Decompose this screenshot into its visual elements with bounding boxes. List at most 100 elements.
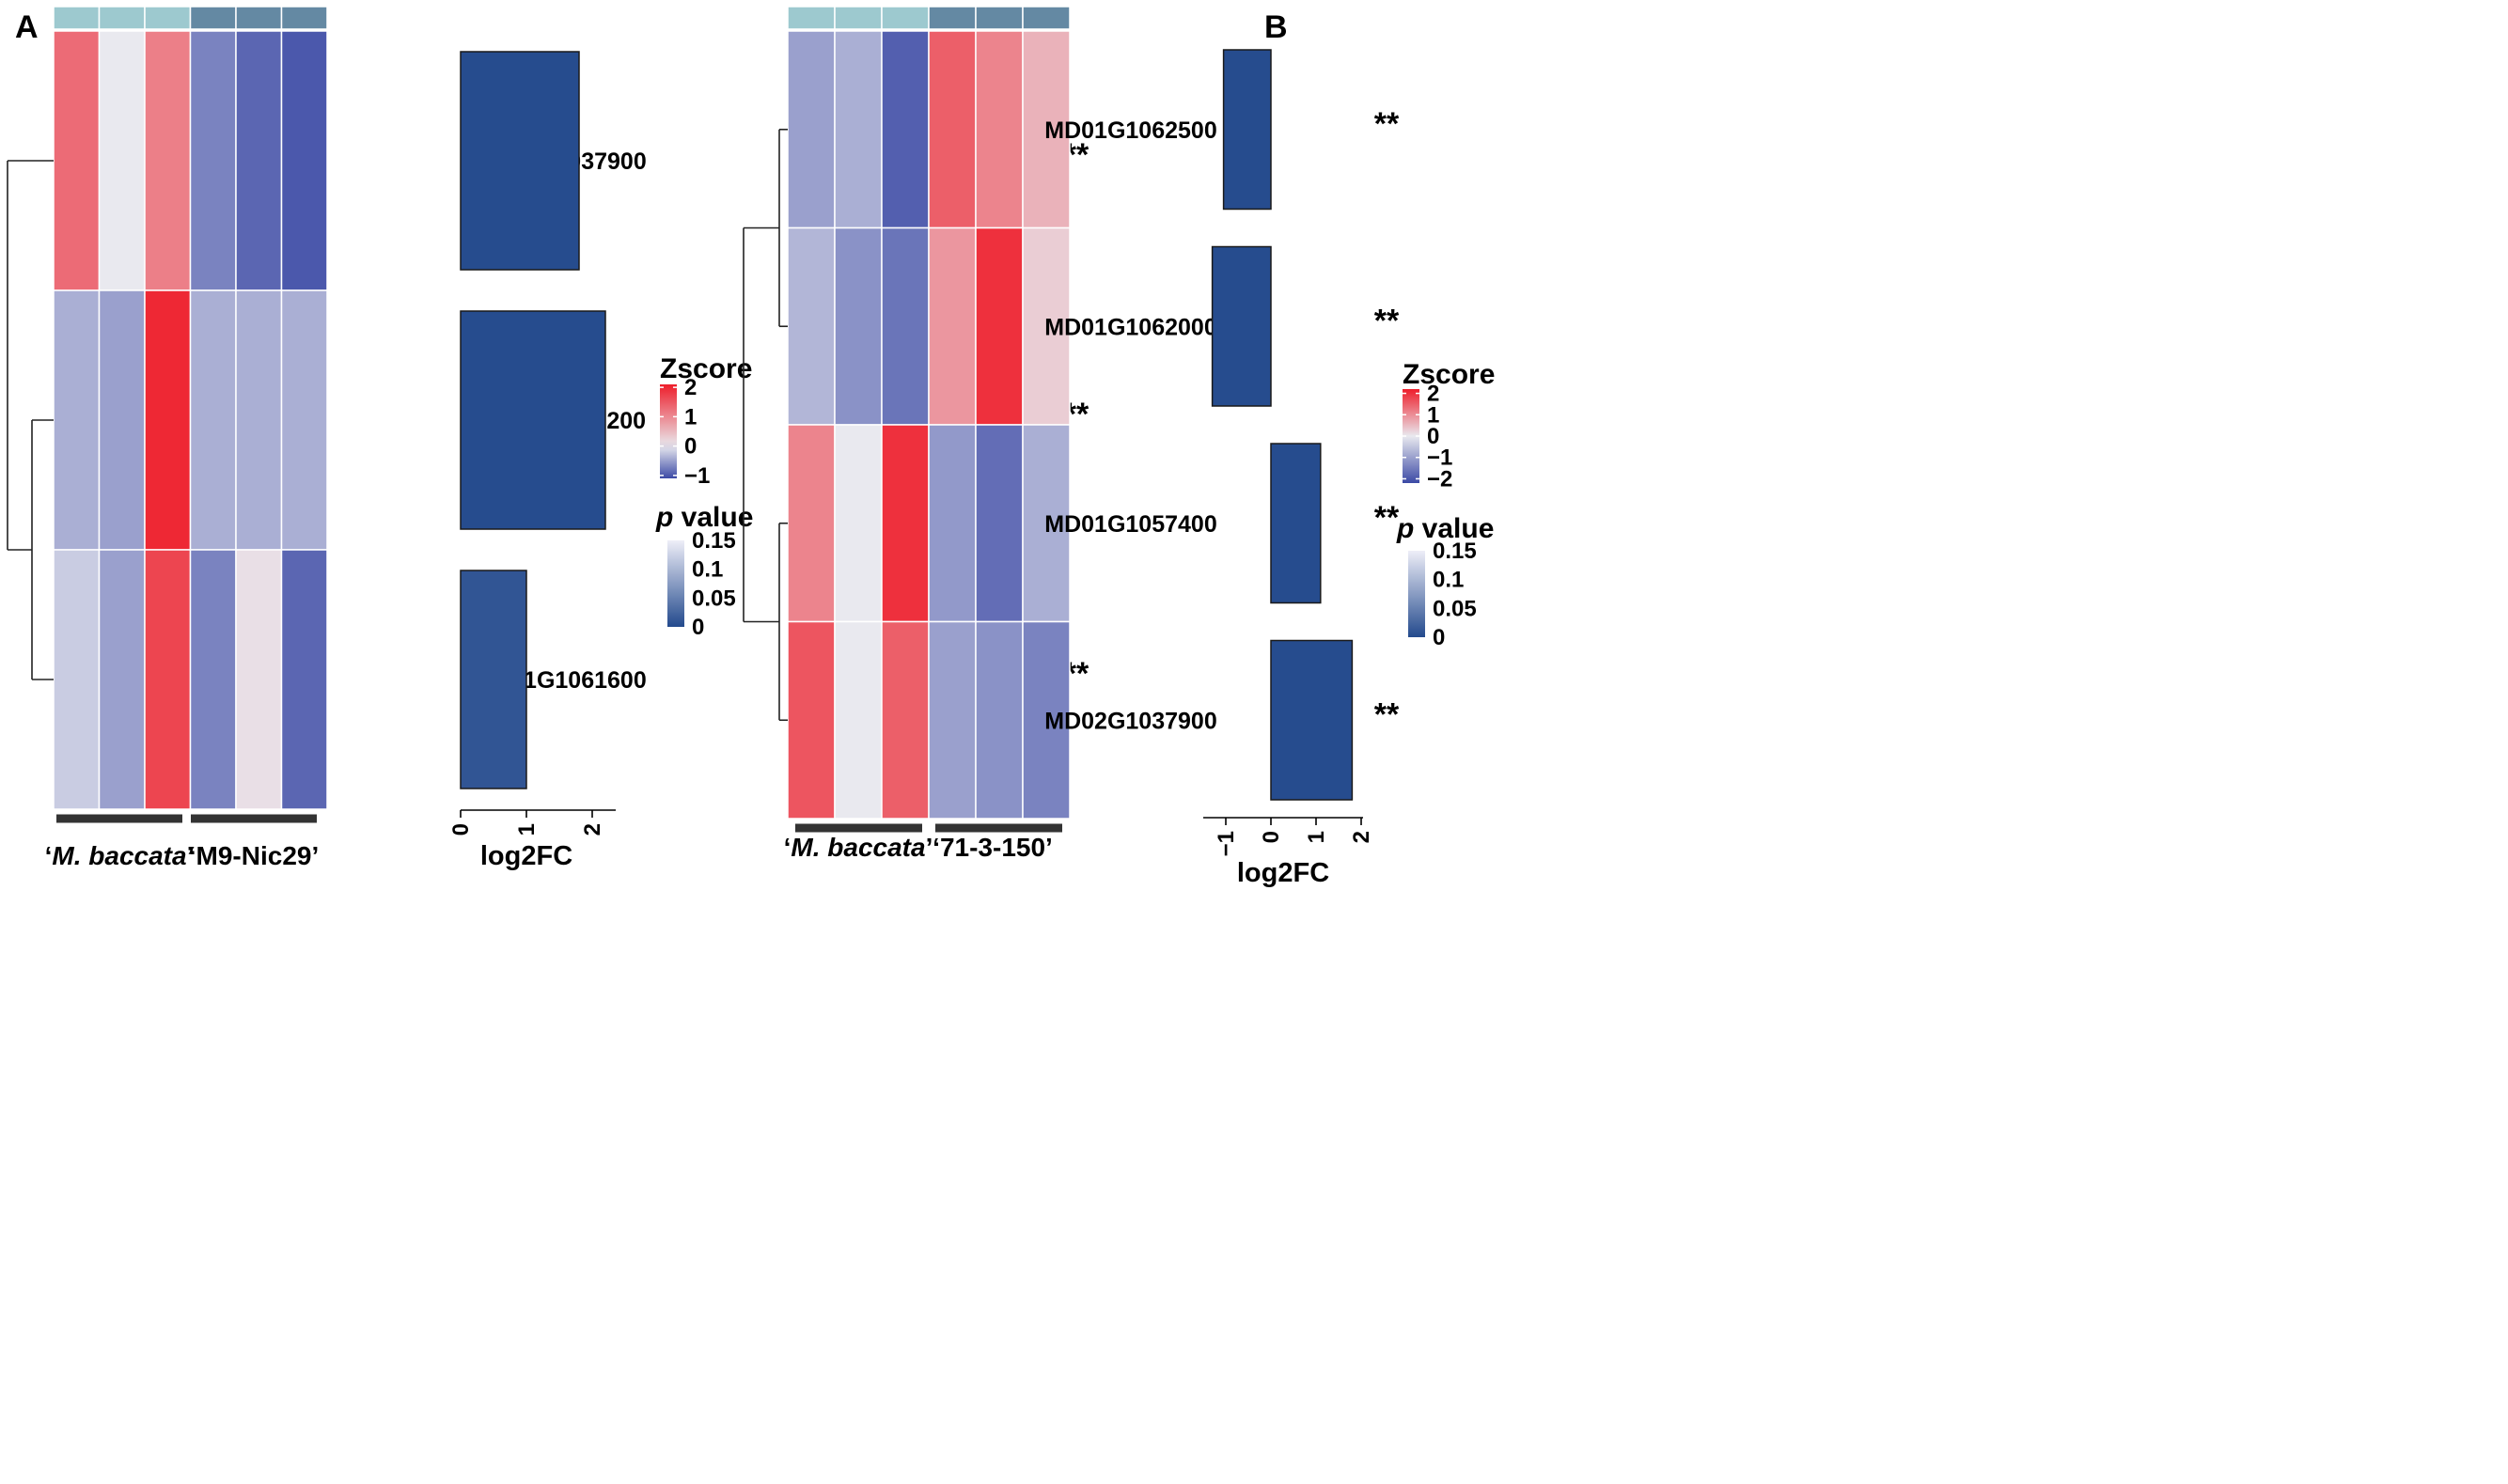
- heatmap-cell: [787, 227, 836, 426]
- annotation-cell: [144, 6, 192, 30]
- heatmap-cell: [834, 620, 883, 820]
- panel-b: MD01G1062500 ** MD01G1062000 ** MD01G1057400…: [743, 6, 1495, 888]
- heatmap-cell: [1022, 620, 1071, 820]
- annotation-cell: [1022, 6, 1071, 30]
- group-label: ‘M9-Nic29’: [189, 841, 320, 870]
- heatmap-cell: [189, 30, 237, 291]
- log2fc-bar: [460, 570, 527, 789]
- heatmap-cell: [53, 549, 101, 810]
- heatmap-cell: [235, 549, 283, 810]
- heatmap-cell: [928, 424, 977, 623]
- group-label: ‘71-3-150’: [933, 833, 1053, 862]
- log2fc-bar: [460, 310, 606, 530]
- zscore-tick-label: 2: [1427, 382, 1439, 407]
- heatmap-cell: [787, 424, 836, 623]
- zscore-colorbar: [660, 384, 677, 478]
- heatmap-cell: [881, 424, 930, 623]
- pvalue-tick-label: 0.15: [1433, 539, 1477, 564]
- heatmap-cell: [928, 620, 977, 820]
- annotation-cell: [834, 6, 883, 30]
- significance-label: **: [1374, 500, 1400, 536]
- group-label: ‘M. baccata’: [784, 833, 933, 862]
- heatmap-cell: [834, 227, 883, 426]
- heatmap-cell: [881, 620, 930, 820]
- heatmap-cell: [98, 289, 146, 551]
- heatmap-cell: [53, 289, 101, 551]
- x-axis-label: log2FC: [1237, 858, 1329, 888]
- pvalue-title-italic: p: [655, 502, 673, 533]
- x-axis-tick-label: 1: [1304, 831, 1329, 843]
- zscore-tick-label: 0: [1427, 424, 1439, 449]
- gene-label: MD01G1062000: [1044, 314, 1216, 340]
- heatmap-cell: [98, 30, 146, 291]
- pvalue-tick-label: 0.15: [692, 528, 736, 554]
- pvalue-tick-label: 0.05: [1433, 596, 1477, 621]
- group-label: ‘M. baccata’: [45, 841, 195, 870]
- significance-label: **: [1374, 106, 1400, 142]
- heatmap-cell: [881, 30, 930, 229]
- group-label-part: ‘M9-Nic29’: [189, 841, 320, 870]
- zscore-tick-label: −1: [1427, 445, 1452, 471]
- significance-label: **: [1374, 303, 1400, 338]
- zscore-tick-label: 1: [684, 404, 697, 430]
- pvalue-tick-label: 0: [1433, 625, 1445, 650]
- zscore-tick-label: 0: [684, 434, 697, 460]
- zscore-tick-label: −1: [684, 463, 710, 489]
- heatmap-cell: [280, 289, 328, 551]
- zscore-tick-label: 2: [684, 375, 697, 400]
- x-axis-tick-label: 0: [448, 823, 474, 836]
- group-label-part: M. baccata: [52, 841, 186, 870]
- zscore-legend-title: Zscore: [660, 353, 752, 384]
- heatmap-cell: [834, 424, 883, 623]
- heatmap-cell: [975, 227, 1024, 426]
- x-axis-tick-label: 1: [514, 823, 540, 836]
- log2fc-bar: [460, 51, 580, 271]
- heatmap-cell: [144, 30, 192, 291]
- pvalue-title-italic: p: [1396, 513, 1414, 544]
- heatmap-cell: [189, 289, 237, 551]
- group-label-part: ’: [187, 841, 195, 870]
- heatmap-cell: [280, 30, 328, 291]
- gene-label: MD02G1037900: [1044, 708, 1216, 734]
- gene-label: MD01G1057400: [1044, 511, 1216, 538]
- heatmap-cell: [1022, 227, 1071, 426]
- heatmap-cell: [189, 549, 237, 810]
- heatmap-cell: [975, 30, 1024, 229]
- heatmap-cell: [834, 30, 883, 229]
- pvalue-title-rest: value: [673, 502, 753, 533]
- log2fc-bar: [1211, 245, 1272, 407]
- annotation-cell: [189, 6, 237, 30]
- pvalue-tick-label: 0.05: [692, 586, 736, 611]
- heatmap-cell: [975, 620, 1024, 820]
- x-axis-label: log2FC: [480, 841, 572, 871]
- pvalue-tick-label: 0: [692, 615, 704, 640]
- panel-a: MD02G1037900**MD11G1069200**MD01G1061600…: [7, 6, 1089, 871]
- significance-label: **: [1374, 696, 1400, 732]
- annotation-cell: [787, 6, 836, 30]
- heatmap-cell: [235, 30, 283, 291]
- gene-label: MD01G1062500: [1044, 117, 1216, 144]
- log2fc-bar: [1222, 49, 1272, 211]
- group-label-part: ’: [926, 833, 933, 862]
- pvalue-colorbar: [667, 540, 684, 627]
- pvalue-title-rest: value: [1414, 513, 1494, 544]
- heatmap-cell: [975, 424, 1024, 623]
- x-axis-tick-label: −1: [1214, 831, 1239, 856]
- heatmap-cell: [144, 549, 192, 810]
- zscore-tick-label: −2: [1427, 466, 1452, 492]
- group-label-part: ‘: [45, 841, 53, 870]
- heatmap-cell: [144, 289, 192, 551]
- heatmap-cell: [928, 30, 977, 229]
- zscore-legend-title: Zscore: [1403, 359, 1495, 390]
- annotation-cell: [928, 6, 977, 30]
- pvalue-tick-label: 0.1: [1433, 568, 1464, 593]
- annotation-cell: [53, 6, 101, 30]
- heatmap-cell: [1022, 424, 1071, 623]
- group-label-part: M. baccata: [791, 833, 925, 862]
- annotation-cell: [975, 6, 1024, 30]
- heatmap-cell: [280, 549, 328, 810]
- heatmap-cell: [787, 620, 836, 820]
- annotation-cell: [235, 6, 283, 30]
- x-axis-tick-label: 2: [580, 823, 605, 836]
